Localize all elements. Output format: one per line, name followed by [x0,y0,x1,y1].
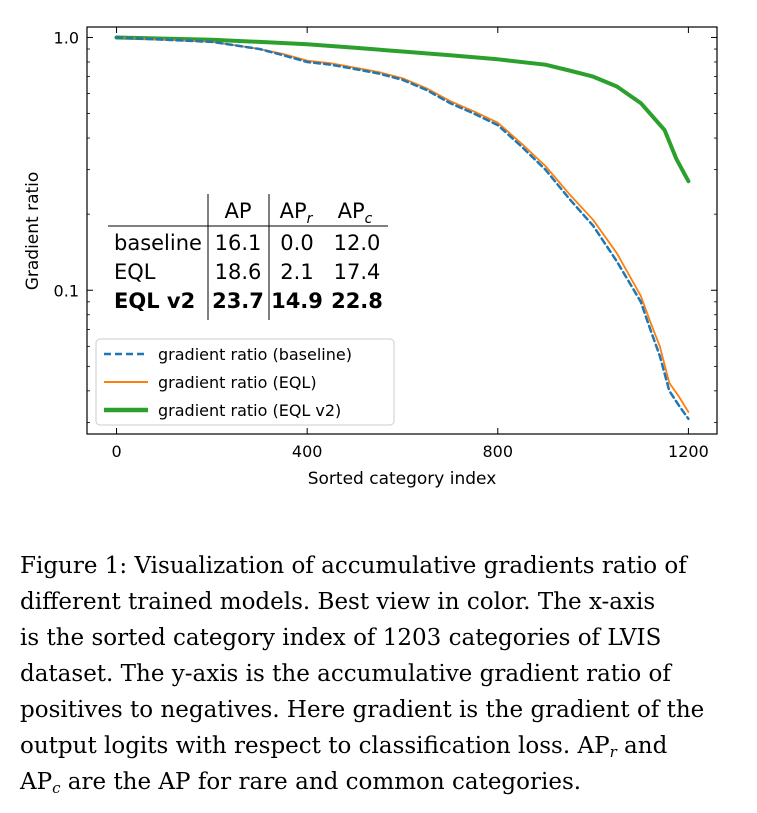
table-row-eqlv2-apr: 14.9 [271,289,323,313]
caption-line-7: APc are the AP for rare and common categ… [20,764,738,800]
table-row-eql-apc: 17.4 [334,260,381,284]
table-row-eqlv2-name: EQL v2 [114,289,195,313]
table-row-baseline-name: baseline [114,231,202,255]
series-line-baseline [115,36,690,421]
table-row-eql-name: EQL [114,260,156,284]
x-tick-label: 1200 [668,442,709,461]
table-row-baseline-apr: 0.0 [280,231,313,255]
x-tick-label: 0 [111,442,121,461]
plot-area-frame [86,26,718,435]
x-axis-label: Sorted category index [308,469,497,489]
caption-line-1: Figure 1: Visualization of accumulative … [20,553,687,579]
caption-line-7-subscript: c [52,779,61,797]
y-tick-label: 0.1 [54,281,79,300]
caption-line-7-text: AP [20,769,53,795]
series-layer [114,35,691,421]
caption-line-6: output logits with respect to classifica… [20,728,738,764]
legend-label-baseline: gradient ratio (baseline) [158,345,352,364]
caption-line-6-subscript: r [609,743,617,761]
y-axis-label: Gradient ratio [23,172,43,291]
x-tick-label: 400 [292,442,323,461]
caption-line-6-text: output logits with respect to classifica… [20,733,610,759]
series-line-eql [115,36,690,413]
table-row-baseline-apc: 12.0 [334,231,381,255]
x-tick-label: 800 [483,442,514,461]
legend: gradient ratio (baseline) gradient ratio… [95,338,395,426]
table-row-eql-apr: 2.1 [280,260,313,284]
inset-table: AP APr APc baseline 16.1 0.0 12.0 EQL 18… [108,194,388,320]
table-row-eqlv2-apc: 22.8 [331,289,383,313]
caption-line-2: different trained models. Best view in c… [20,589,656,615]
table-header-ap: AP [224,199,251,223]
legend-box [95,338,395,426]
table-row-eql-ap: 18.6 [215,260,262,284]
y-tick-label: 1.0 [54,28,79,47]
x-axis-ticks: 0 400 800 1200 [111,27,709,461]
chart-figure: 0 400 800 1200 0.1 1.0 Sorted category index… [23,26,718,489]
table-row-eqlv2-ap: 23.7 [212,289,264,313]
legend-label-eqlv2: gradient ratio (EQL v2) [158,401,341,420]
series-line-eqlv2 [114,35,691,184]
caption-line-7-tail: are the AP for rare and common categorie… [60,769,582,795]
legend-label-eql: gradient ratio (EQL) [158,373,317,392]
table-header-apc: APc [338,199,373,227]
caption-line-4: dataset. The y-axis is the accumulative … [20,661,671,687]
table-header-apr: APr [280,199,314,227]
caption-line-6-tail: and [616,733,668,759]
figure-caption: Figure 1: Visualization of accumulative … [20,548,738,800]
table-row-baseline-ap: 16.1 [215,231,262,255]
y-axis-ticks: 0.1 1.0 [54,28,717,423]
caption-line-3: is the sorted category index of 1203 cat… [20,625,662,651]
caption-line-5: positives to negatives. Here gradient is… [20,697,705,723]
